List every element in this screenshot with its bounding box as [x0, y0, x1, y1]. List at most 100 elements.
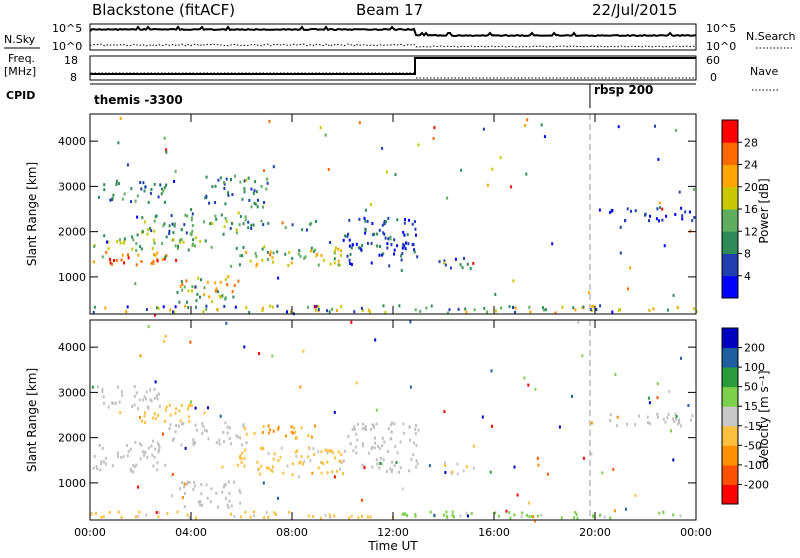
power-scatter-cell	[103, 234, 106, 238]
power-scatter-dot	[173, 179, 175, 183]
power-scatter-dot	[482, 127, 485, 131]
power-scatter-cell	[157, 306, 160, 310]
power-ylabel: Slant Range [km]	[25, 162, 39, 266]
power-scatter-cell	[186, 300, 188, 304]
power-scatter-dot	[678, 190, 681, 194]
power-panel: 1000 2000 3000 4000 Slant Range [km]	[25, 113, 698, 317]
velocity-scatter-cell	[187, 407, 190, 411]
velocity-scatter-cell	[99, 468, 102, 472]
power-scatter-cell	[132, 238, 135, 242]
power-scatter-cell	[111, 197, 114, 200]
velocity-scatter-cell	[634, 423, 637, 427]
velocity-scatter-cell	[373, 446, 376, 450]
velocity-scatter-cell	[186, 480, 189, 484]
power-scatter-cell	[387, 216, 390, 220]
velocity-scatter-cell	[294, 430, 297, 434]
power-scatter-cell	[658, 219, 660, 223]
velocity-scatter-cell	[190, 404, 193, 408]
velocity-scatter-cell	[114, 401, 117, 405]
power-scatter-cell	[382, 252, 385, 256]
velocity-scatter-dot	[194, 406, 197, 410]
power-scatter-cell	[331, 307, 333, 311]
colorbar-swatch	[722, 347, 738, 368]
velocity-scatter-cell	[394, 445, 397, 448]
velocity-scatter-cell	[239, 491, 242, 495]
velocity-scatter-cell	[349, 442, 352, 446]
colorbar-tick-label: 100	[744, 361, 765, 374]
power-scatter-dot	[611, 310, 614, 314]
velocity-scatter-dot	[680, 356, 682, 360]
velocity-scatter-cell	[429, 510, 432, 514]
velocity-scatter-cell	[233, 515, 236, 518]
velocity-scatter-cell	[174, 411, 177, 415]
velocity-scatter-cell	[151, 453, 154, 457]
power-scatter-cell	[171, 222, 174, 226]
power-scatter-cell	[162, 189, 165, 193]
velocity-scatter-cell	[268, 466, 271, 470]
velocity-scatter-cell	[103, 401, 106, 405]
power-scatter-cell	[216, 308, 219, 311]
power-scatter-cell	[340, 249, 343, 253]
velocity-scatter-cell	[277, 425, 280, 429]
velocity-scatter-cell	[592, 515, 595, 519]
velocity-scatter-dot	[401, 487, 404, 491]
power-scatter-cell	[184, 213, 187, 217]
power-scatter-cell	[130, 235, 133, 239]
power-scatter-cell	[163, 257, 166, 261]
power-scatter-cell	[609, 210, 612, 214]
power-scatter-cell	[349, 262, 352, 265]
velocity-scatter-cell	[143, 414, 146, 418]
power-scatter-cell	[364, 231, 367, 235]
power-scatter-cell	[582, 305, 585, 309]
velocity-scatter-dot	[647, 396, 650, 400]
power-scatter-cell	[358, 217, 361, 221]
velocity-scatter-cell	[691, 414, 694, 418]
power-scatter-cell	[165, 254, 168, 258]
velocity-scatter-dot	[532, 515, 535, 519]
power-scatter-cell	[543, 308, 546, 312]
velocity-scatter-cell	[376, 462, 379, 466]
power-scatter-dot	[619, 251, 622, 255]
power-scatter-cell	[312, 250, 315, 254]
y-tick-label: 2000	[58, 432, 86, 445]
power-scatter-dot	[174, 169, 177, 173]
power-scatter-cell	[239, 215, 242, 218]
velocity-scatter-cell	[238, 488, 241, 492]
velocity-scatter-cell	[308, 447, 311, 451]
colorbar-swatch	[722, 142, 738, 165]
velocity-scatter-cell	[100, 462, 102, 465]
power-scatter-cell	[239, 180, 242, 184]
power-scatter-cell	[209, 222, 212, 226]
velocity-y-axis: 1000 2000 3000 4000	[58, 341, 696, 490]
power-scatter-cell	[157, 195, 160, 199]
velocity-scatter-cell	[391, 421, 393, 425]
power-scatter-cell	[190, 218, 193, 222]
velocity-scatter-cell	[466, 465, 468, 469]
velocity-scatter-cell	[347, 434, 350, 438]
power-scatter-cell	[156, 306, 158, 310]
colorbar-swatch	[722, 120, 738, 143]
power-scatter-cell	[92, 260, 95, 264]
power-scatter-cell	[141, 230, 144, 234]
power-scatter-cell	[177, 244, 180, 248]
power-scatter-cell	[185, 279, 188, 283]
velocity-scatter-cell	[396, 451, 399, 455]
velocity-scatter-cell	[375, 422, 378, 426]
velocity-scatter-cell	[320, 471, 323, 475]
power-scatter-cell	[127, 253, 129, 257]
power-scatter-cell	[655, 217, 658, 221]
power-scatter-cell	[217, 178, 220, 182]
power-scatter-cell	[291, 223, 294, 227]
power-scatter-cell	[656, 207, 659, 211]
colorbar-swatch	[722, 253, 738, 277]
power-scatter-dot	[446, 196, 449, 200]
velocity-scatter-cell	[118, 400, 121, 404]
velocity-scatter-cell	[126, 454, 129, 458]
power-scatter-cell	[174, 244, 177, 248]
velocity-scatter-cell	[134, 441, 137, 444]
velocity-scatter-cell	[193, 484, 196, 488]
velocity-scatter-cell	[157, 515, 160, 519]
power-scatter-cell	[314, 308, 317, 312]
power-scatter-cell	[396, 218, 399, 222]
velocity-scatter-cell	[390, 423, 393, 427]
